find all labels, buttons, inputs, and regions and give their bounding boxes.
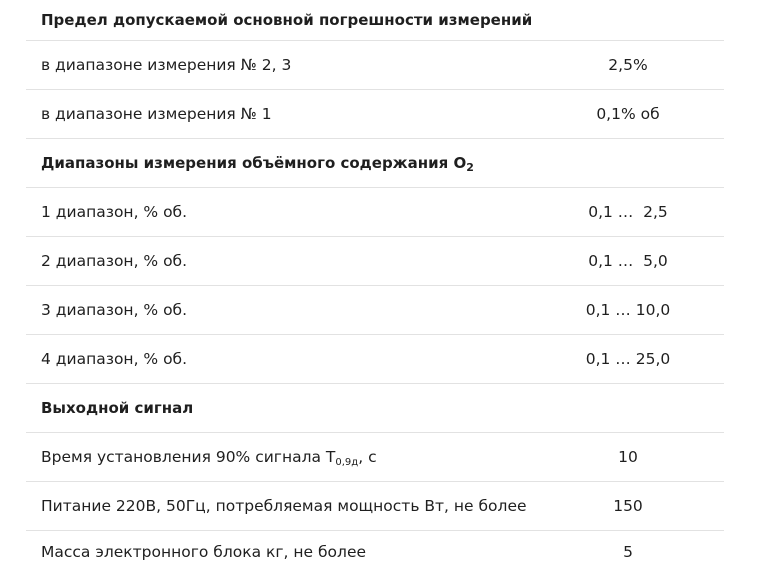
param-label: 2 диапазон, % об. [41, 251, 188, 270]
section-title: Выходной сигнал [41, 398, 194, 417]
table-row: Масса электронного блока кг, не более 5 [26, 530, 724, 574]
param-label: Время установления 90% сигнала Т0,9д, с [41, 447, 377, 468]
param-value: 10 [618, 447, 638, 466]
param-label: 1 диапазон, % об. [41, 202, 188, 221]
table-row: в диапазоне измерения № 1 0,1% об [26, 89, 724, 138]
table-row: 1 диапазон, % об. 0,1 … 2,5 [26, 187, 724, 236]
section-row: Предел допускаемой основной погрешности … [26, 0, 724, 40]
param-value: 0,1% об [596, 104, 660, 123]
section-row: Выходной сигнал [26, 383, 724, 432]
param-value: 150 [613, 496, 643, 515]
param-value: 0,1 … 2,5 [588, 202, 668, 221]
param-value: 0,1 … 25,0 [585, 349, 671, 368]
table-row: в диапазоне измерения № 2, 3 2,5% [26, 40, 724, 89]
param-value: 0,1 … 10,0 [585, 300, 671, 319]
param-label: 4 диапазон, % об. [41, 349, 188, 368]
table-row: 3 диапазон, % об. 0,1 … 10,0 [26, 285, 724, 334]
param-label: Питание 220В, 50Гц, потребляемая мощност… [41, 496, 527, 515]
table-row: 4 диапазон, % об. 0,1 … 25,0 [26, 334, 724, 383]
param-label: 3 диапазон, % об. [41, 300, 188, 319]
spec-table: Предел допускаемой основной погрешности … [26, 0, 724, 574]
param-label: Масса электронного блока кг, не более [41, 543, 367, 562]
param-value: 0,1 … 5,0 [588, 251, 668, 270]
param-value: 2,5% [608, 55, 648, 74]
param-label: в диапазоне измерения № 1 [41, 104, 272, 123]
param-value: 5 [623, 543, 633, 562]
section-row: Диапазоны измерения объёмного содержания… [26, 138, 724, 187]
section-title: Предел допускаемой основной погрешности … [41, 10, 533, 29]
table-row: Питание 220В, 50Гц, потребляемая мощност… [26, 481, 724, 530]
table-row: 2 диапазон, % об. 0,1 … 5,0 [26, 236, 724, 285]
table-row: Время установления 90% сигнала Т0,9д, с … [26, 432, 724, 481]
param-label: в диапазоне измерения № 2, 3 [41, 55, 292, 74]
section-title: Диапазоны измерения объёмного содержания… [41, 153, 474, 174]
